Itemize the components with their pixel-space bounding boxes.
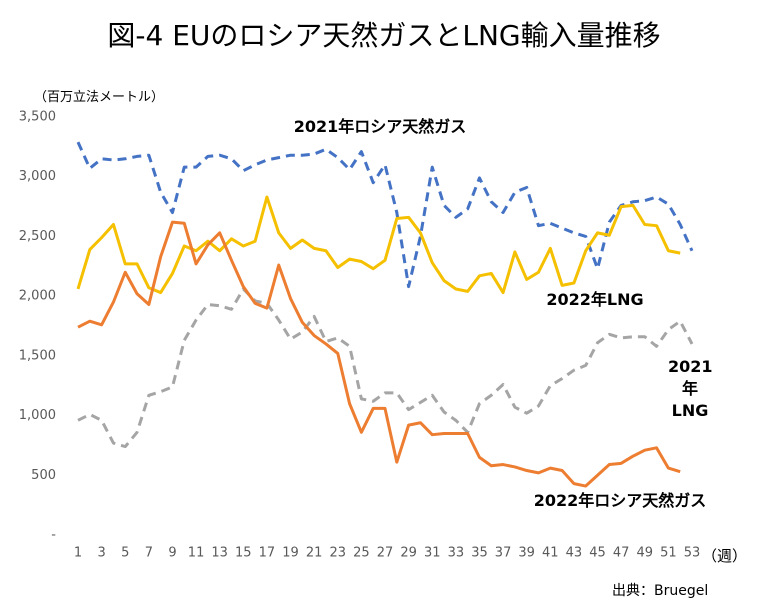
series-line bbox=[76, 195, 681, 295]
x-tick-label: 33 bbox=[448, 546, 465, 561]
y-tick-label: 2,500 bbox=[19, 229, 56, 244]
y-tick-label: 3,500 bbox=[19, 110, 56, 125]
x-tick-label: 31 bbox=[424, 546, 441, 561]
x-tick-label: 37 bbox=[495, 546, 512, 561]
series-line bbox=[76, 141, 694, 289]
chart-title: 図-4 EUのロシア天然ガスとLNG輸入量推移 bbox=[107, 19, 661, 52]
y-axis-label: （百万立法メートル） bbox=[34, 90, 165, 105]
series-label: 2022年LNG bbox=[546, 290, 644, 309]
x-tick-label: 11 bbox=[188, 546, 205, 561]
x-tick-label: 27 bbox=[377, 546, 394, 561]
y-tick-label: 1,000 bbox=[19, 408, 56, 423]
x-tick-label: 47 bbox=[613, 546, 630, 561]
source: 出典：Bruegel bbox=[612, 583, 709, 599]
x-tick-label: 35 bbox=[471, 546, 488, 561]
x-tick-label: 17 bbox=[259, 546, 276, 561]
x-tick-label: 49 bbox=[636, 546, 653, 561]
x-tick-label: 39 bbox=[518, 546, 535, 561]
x-tick-label: 45 bbox=[589, 546, 606, 561]
x-tick-label: 1 bbox=[74, 546, 82, 561]
x-tick-label: 15 bbox=[235, 546, 252, 561]
x-tick-label: 13 bbox=[211, 546, 228, 561]
y-tick-label: 3,000 bbox=[19, 169, 56, 184]
y-tick-label: 1,500 bbox=[19, 348, 56, 363]
series-label: 2021年ロシア天然ガス bbox=[293, 117, 467, 136]
x-tick-label: 53 bbox=[684, 546, 701, 561]
y-tick-label: - bbox=[51, 528, 56, 543]
x-tick-label: 43 bbox=[566, 546, 583, 561]
x-tick-label: 25 bbox=[353, 546, 370, 561]
x-tick-label: 3 bbox=[97, 546, 105, 561]
x-axis-label: （週） bbox=[702, 547, 748, 565]
x-tick-label: 29 bbox=[400, 546, 417, 561]
series-label: 2022年ロシア天然ガス bbox=[533, 491, 707, 510]
x-tick-label: 7 bbox=[145, 546, 153, 561]
x-tick-label: 19 bbox=[282, 546, 299, 561]
y-tick-label: 500 bbox=[31, 468, 56, 483]
x-tick-label: 41 bbox=[542, 546, 559, 561]
x-tick-label: 51 bbox=[660, 546, 677, 561]
series-line bbox=[77, 287, 694, 449]
y-tick-label: 2,000 bbox=[19, 289, 56, 304]
x-tick-label: 23 bbox=[329, 546, 346, 561]
x-tick-label: 5 bbox=[121, 546, 129, 561]
series-line bbox=[77, 220, 681, 488]
series-label: 2021年LNG bbox=[668, 357, 713, 420]
x-tick-label: 9 bbox=[168, 546, 176, 561]
x-tick-label: 21 bbox=[306, 546, 323, 561]
